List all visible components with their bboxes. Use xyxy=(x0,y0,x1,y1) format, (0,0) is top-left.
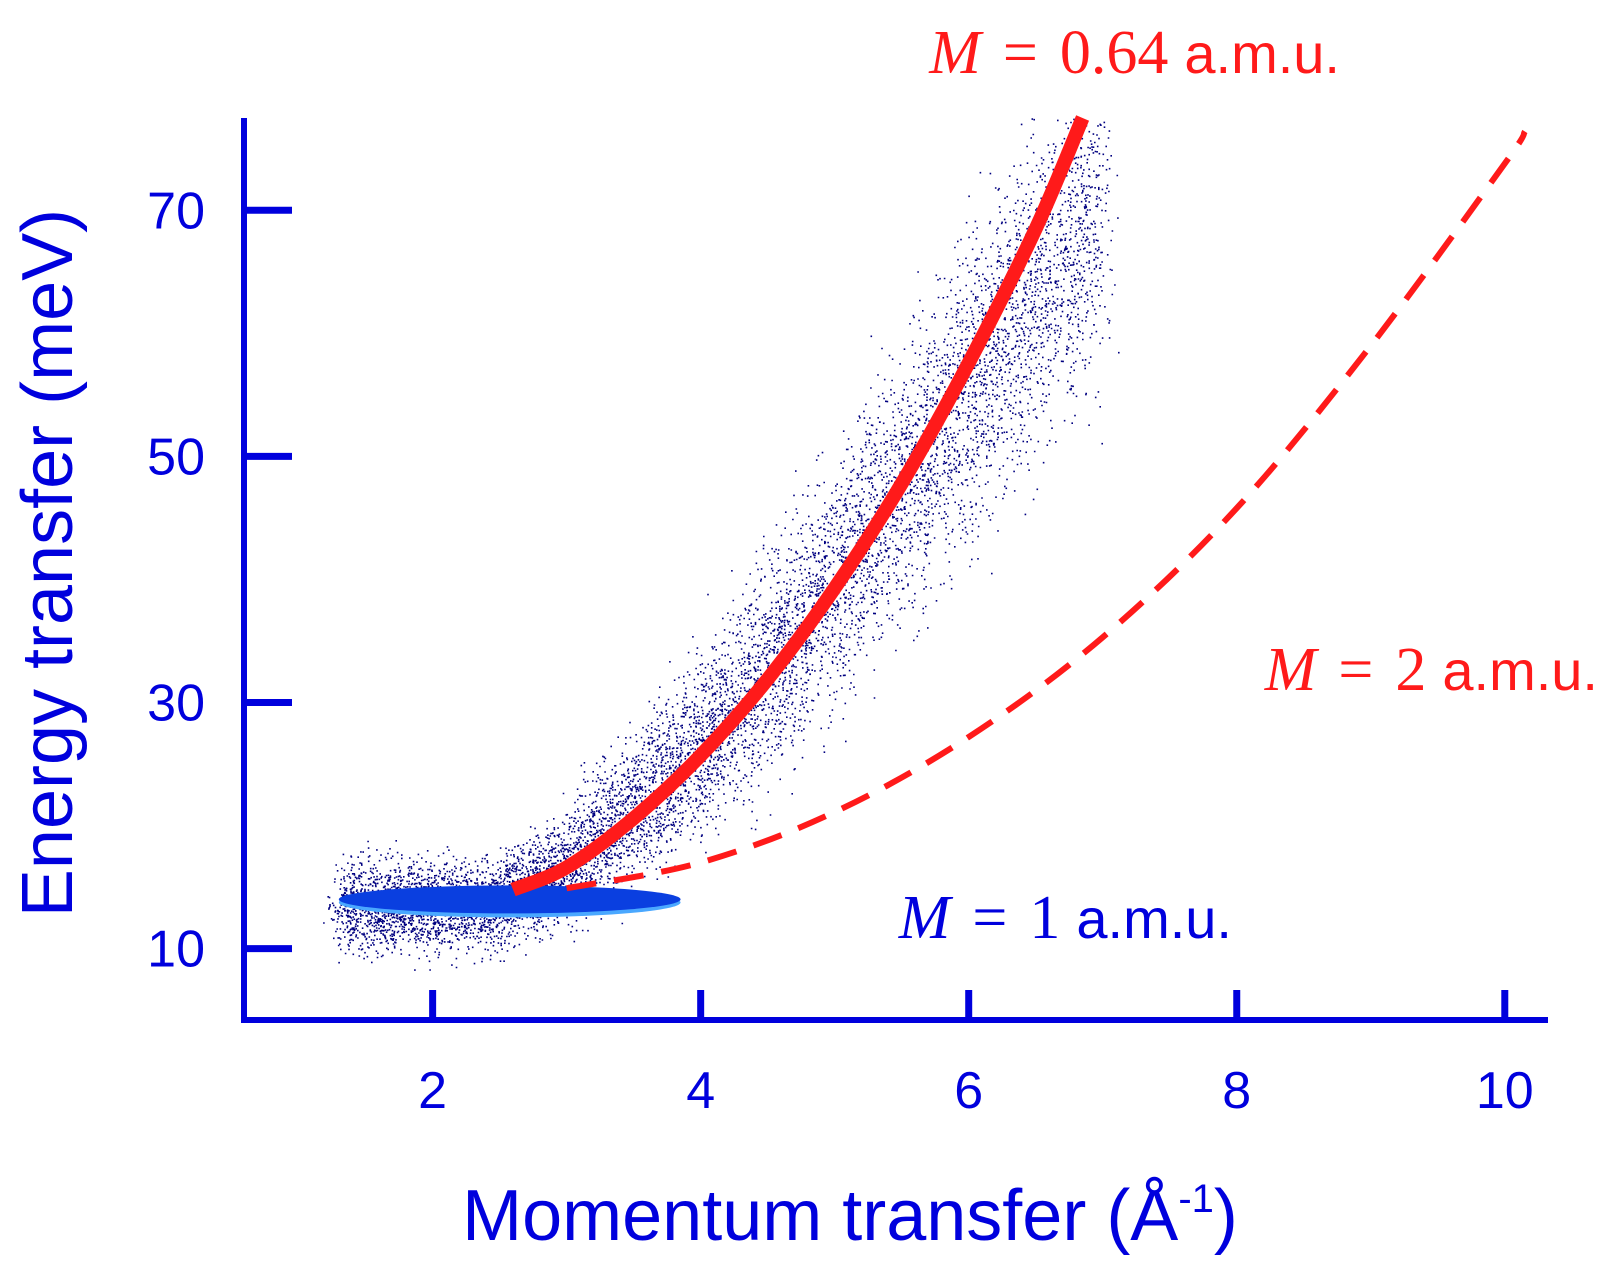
annotation-m1-equals: = xyxy=(972,884,1007,952)
recoil-curves xyxy=(510,115,1528,897)
recoil-curve-m064 xyxy=(510,115,1090,897)
elastic-band-ellipse xyxy=(338,885,681,914)
annotation-m2-symbol: M xyxy=(1264,636,1320,704)
y-tick-label-30: 30 xyxy=(147,675,205,733)
x-tick-label-8: 8 xyxy=(1222,1062,1251,1120)
x-axis-title-superscript: -1 xyxy=(1178,1177,1214,1221)
y-tick-label-10: 10 xyxy=(147,921,205,979)
svg-text:M=2a.m.u.: M = 2 a.m.u. xyxy=(1264,636,1598,704)
x-axis-title-main: Momentum transfer (Å xyxy=(462,1176,1178,1256)
recoil-curve-m2 xyxy=(566,129,1528,892)
elastic-band xyxy=(338,885,681,918)
svg-text:M=0.64a.m.u.: M = 0.64 a.m.u. xyxy=(928,19,1340,87)
annotation-m1: M = 1 a.m.u. xyxy=(898,884,1232,952)
x-tick-label-2: 2 xyxy=(418,1062,447,1120)
svg-text:M=1a.m.u.: M = 1 a.m.u. xyxy=(898,884,1232,952)
annotation-m2: M = 2 a.m.u. xyxy=(1264,636,1598,704)
y-tick-label-70: 70 xyxy=(147,182,205,240)
scatter-cloud xyxy=(323,118,1120,971)
annotation-m064-equals: = xyxy=(1003,19,1038,87)
x-axis-title: Momentum transfer (Å-1) xyxy=(462,1176,1238,1256)
annotation-m064-symbol: M xyxy=(928,19,984,87)
scatter-points xyxy=(323,118,1120,971)
y-axis-title: Energy transfer (meV) xyxy=(8,209,88,917)
annotation-m1-symbol: M xyxy=(898,884,954,952)
annotation-m064-unit: a.m.u. xyxy=(1184,22,1340,85)
annotation-m1-value: 1 xyxy=(1029,884,1060,952)
annotation-m064-value: 0.64 xyxy=(1060,19,1169,87)
x-tick-label-10: 10 xyxy=(1476,1062,1534,1120)
annotation-m2-unit: a.m.u. xyxy=(1442,639,1598,702)
annotation-m064: M = 0.64 a.m.u. xyxy=(928,19,1340,87)
x-tick-label-4: 4 xyxy=(686,1062,715,1120)
tick-labels: 2 4 6 8 10 10 30 50 70 xyxy=(147,182,1534,1120)
annotation-m2-equals: = xyxy=(1338,636,1373,704)
annotation-m2-value: 2 xyxy=(1395,636,1426,704)
annotation-m1-unit: a.m.u. xyxy=(1076,887,1232,950)
axes xyxy=(241,118,1548,1023)
x-axis-title-close: ) xyxy=(1214,1176,1238,1256)
x-tick-label-6: 6 xyxy=(954,1062,983,1120)
y-tick-label-50: 50 xyxy=(147,428,205,486)
